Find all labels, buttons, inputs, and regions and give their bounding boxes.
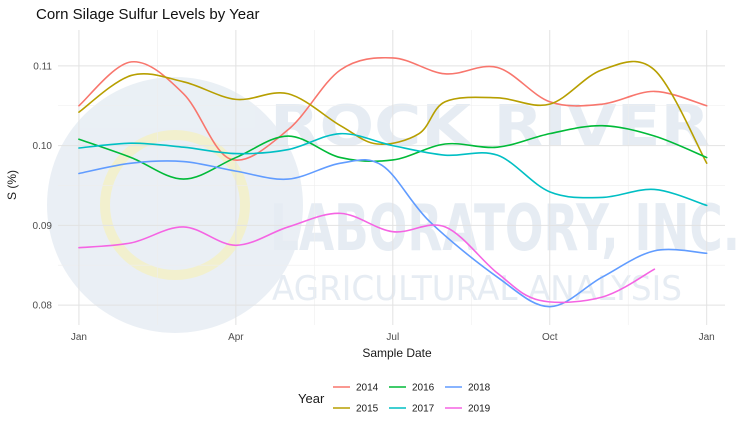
y-tick-labels: 0.08 0.09 0.10 0.11 <box>33 61 53 311</box>
legend-label-2019: 2019 <box>468 404 491 415</box>
series-line-2017 <box>78 132 708 207</box>
legend: Year 2014 2015 2016 2017 2018 2019 <box>298 383 491 415</box>
watermark-line2: LABORATORY, INC. <box>270 192 740 266</box>
x-tick-label: Oct <box>542 332 558 343</box>
x-tick-label: Jul <box>386 332 399 343</box>
y-tick-label: 0.09 <box>33 221 53 232</box>
watermark-line1: ROCK RIVER <box>270 94 710 159</box>
watermark-ring-icon <box>100 130 250 280</box>
watermark-globe-icon <box>47 77 303 333</box>
chart-title: Corn Silage Sulfur Levels by Year <box>36 6 259 23</box>
x-tick-label: Jan <box>71 332 87 343</box>
x-tick-label: Jan <box>699 332 715 343</box>
legend-title: Year <box>298 391 325 406</box>
series-line-2015 <box>78 60 708 164</box>
y-tick-label: 0.10 <box>33 141 53 152</box>
watermark-line3: AGRICULTURAL ANALYSIS <box>272 269 682 309</box>
y-tick-label: 0.11 <box>33 61 52 72</box>
series-line-2016 <box>78 124 708 180</box>
y-tick-label: 0.08 <box>33 301 53 312</box>
legend-label-2015: 2015 <box>356 404 379 415</box>
x-axis-label: Sample Date <box>362 346 432 360</box>
watermark: ROCK RIVER LABORATORY, INC. AGRICULTURAL… <box>47 77 740 333</box>
grid-minor <box>58 30 725 325</box>
series-line-2014 <box>78 56 708 162</box>
series-layer <box>78 56 708 308</box>
x-tick-labels: Jan Apr Jul Oct Jan <box>71 332 715 343</box>
legend-label-2018: 2018 <box>468 383 491 394</box>
series-line-2018 <box>78 159 708 308</box>
y-axis-label: S (%) <box>5 170 19 200</box>
series-line-2019 <box>78 212 656 304</box>
x-tick-label: Apr <box>228 332 244 343</box>
legend-label-2017: 2017 <box>412 404 435 415</box>
legend-label-2014: 2014 <box>356 383 379 394</box>
legend-label-2016: 2016 <box>412 383 435 394</box>
